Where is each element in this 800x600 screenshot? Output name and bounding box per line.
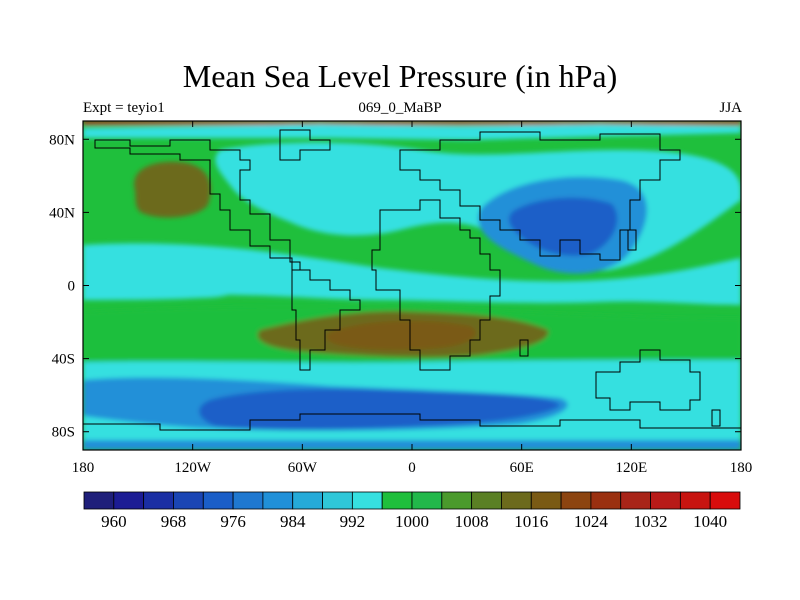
colorbar-label: 1016: [514, 512, 548, 531]
colorbar-swatch: [232, 491, 264, 510]
x-tick-label: 0: [408, 460, 416, 476]
y-tick-label: 0: [68, 279, 76, 295]
colorbar-label: 960: [101, 512, 127, 531]
x-tick-label: 180: [72, 460, 95, 476]
colorbar-label: 992: [340, 512, 366, 531]
x-tick-label: 120E: [615, 460, 647, 476]
colorbar-swatch: [590, 491, 622, 510]
colorbar-label: 1040: [693, 512, 727, 531]
colorbar-swatch: [709, 491, 741, 510]
colorbar-swatch: [471, 491, 502, 510]
equatorial-pacific: [83, 271, 239, 300]
colorbar-label: 1032: [634, 512, 668, 531]
colorbar-swatch: [650, 491, 681, 510]
x-tick-label: 180: [730, 460, 753, 476]
colorbar-label: 1000: [395, 512, 429, 531]
colorbar-swatch: [441, 491, 473, 510]
x-tick-label: 60W: [288, 460, 318, 476]
asian-low-core: [508, 197, 618, 256]
x-tick-label: 120W: [174, 460, 212, 476]
experiment-label: Expt = teyio1: [83, 100, 165, 116]
colorbar-label: 984: [280, 512, 306, 531]
colorbar-swatch: [143, 491, 174, 510]
colorbar-swatch: [173, 491, 204, 510]
axis-ticks: 180 120W 60W 0 60E 120E 180 80N 40N 0 40S 80S: [49, 121, 752, 476]
colorbar-swatch: [322, 491, 353, 510]
colorbar-swatch: [620, 491, 651, 510]
colorbar-swatch: [560, 491, 592, 510]
colorbar: 960 968 976 984 992 1000 1008 1016 1024 1032 1040: [83, 491, 741, 531]
nh-pacific-high: [134, 161, 211, 218]
sh-high-core: [326, 320, 476, 351]
nh-subpolar-band: [83, 124, 741, 140]
period-label: 069_0_MaBP: [358, 100, 442, 116]
colorbar-swatch: [351, 491, 383, 510]
colorbar-label: 976: [220, 512, 246, 531]
colorbar-swatch: [83, 491, 115, 510]
colorbar-swatch: [381, 491, 413, 510]
x-tick-label: 60E: [510, 460, 534, 476]
colorbar-swatch: [411, 491, 443, 510]
colorbar-swatch: [202, 491, 234, 510]
y-tick-label: 40S: [52, 352, 75, 368]
colorbar-swatch: [113, 491, 145, 510]
y-tick-label: 40N: [49, 205, 75, 221]
colorbar-swatch: [262, 491, 294, 510]
pressure-field: [83, 121, 741, 450]
colorbar-label: 1008: [455, 512, 489, 531]
y-tick-label: 80N: [49, 132, 75, 148]
equatorial-trough: [83, 243, 741, 305]
y-tick-label: 80S: [52, 425, 75, 441]
colorbar-label: 1024: [574, 512, 609, 531]
colorbar-swatch: [530, 491, 562, 510]
colorbar-swatch: [679, 491, 711, 510]
colorbar-swatch: [292, 491, 323, 510]
season-label: JJA: [719, 100, 742, 116]
colorbar-swatch: [501, 491, 532, 510]
coastlines: [83, 129, 741, 431]
colorbar-label: 968: [161, 512, 187, 531]
map-title: Mean Sea Level Pressure (in hPa): [182, 58, 618, 94]
